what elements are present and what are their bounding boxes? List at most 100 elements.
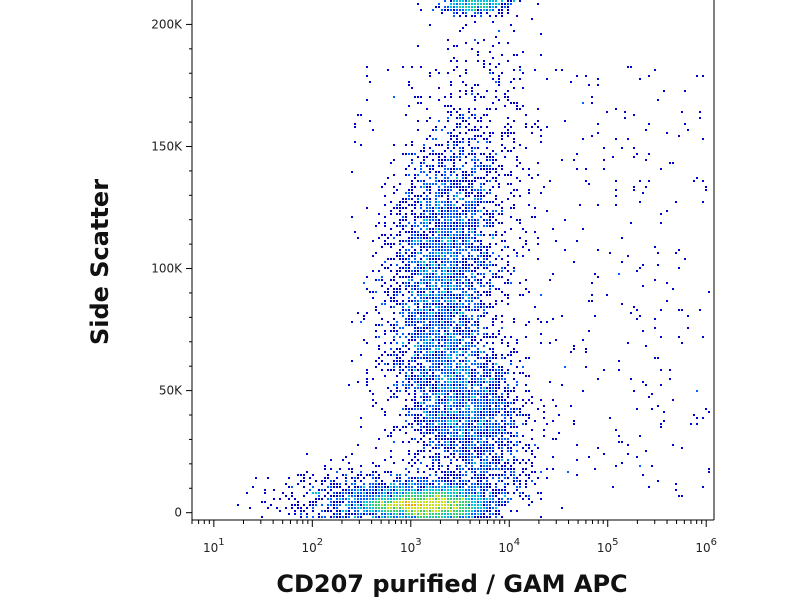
density-dot (459, 3, 461, 5)
density-dot (327, 507, 329, 509)
density-dot (459, 426, 461, 428)
density-dot (486, 408, 488, 410)
density-dot (375, 279, 377, 281)
density-dot (435, 306, 437, 308)
density-dot (429, 231, 431, 233)
density-dot (276, 507, 278, 509)
density-dot (396, 354, 398, 356)
density-dot (399, 498, 401, 500)
density-dot (378, 486, 380, 488)
density-dot (423, 183, 425, 185)
density-dot (495, 390, 497, 392)
density-dot (423, 303, 425, 305)
density-dot (432, 486, 434, 488)
density-dot (483, 291, 485, 293)
density-dot (465, 363, 467, 365)
density-dot (537, 243, 539, 245)
density-dot (483, 60, 485, 62)
density-dot (453, 345, 455, 347)
density-dot (480, 351, 482, 353)
density-dot (480, 363, 482, 365)
density-dot (456, 177, 458, 179)
density-dot (603, 147, 605, 149)
density-dot (498, 183, 500, 185)
density-dot (492, 495, 494, 497)
density-dot (447, 6, 449, 8)
density-dot (429, 342, 431, 344)
density-dot (414, 345, 416, 347)
density-dot (471, 276, 473, 278)
density-dot (414, 273, 416, 275)
y-axis-title: Side Scatter (86, 179, 114, 345)
density-dot (375, 492, 377, 494)
density-dot (471, 138, 473, 140)
density-dot (411, 438, 413, 440)
density-dot (447, 213, 449, 215)
density-dot (456, 414, 458, 416)
density-dot (330, 498, 332, 500)
density-dot (483, 234, 485, 236)
density-dot (402, 261, 404, 263)
density-dot (522, 72, 524, 74)
density-dot (384, 195, 386, 197)
density-dot (447, 330, 449, 332)
density-dot (453, 411, 455, 413)
density-dot (456, 273, 458, 275)
density-dot (459, 381, 461, 383)
y-tick-label: 100K (151, 262, 183, 276)
density-dot (474, 297, 476, 299)
density-dot (495, 396, 497, 398)
density-dot (456, 396, 458, 398)
density-dot (405, 192, 407, 194)
density-dot (411, 414, 413, 416)
density-dot (447, 510, 449, 512)
density-dot (387, 435, 389, 437)
density-dot (447, 429, 449, 431)
density-dot (453, 375, 455, 377)
density-dot (480, 183, 482, 185)
density-dot (444, 444, 446, 446)
density-dot (498, 459, 500, 461)
density-dot (456, 384, 458, 386)
density-dot (438, 513, 440, 515)
density-dot (405, 408, 407, 410)
density-dot (453, 381, 455, 383)
density-dot (453, 417, 455, 419)
density-dot (639, 201, 641, 203)
density-dot (462, 264, 464, 266)
density-dot (237, 504, 239, 506)
density-dot (450, 504, 452, 506)
density-dot (495, 15, 497, 17)
density-dot (423, 213, 425, 215)
density-dot (423, 315, 425, 317)
density-dot (489, 414, 491, 416)
density-dot (417, 459, 419, 461)
density-dot (402, 504, 404, 506)
density-dot (456, 417, 458, 419)
density-dot (453, 426, 455, 428)
density-dot (513, 249, 515, 251)
density-dot (444, 381, 446, 383)
density-dot (423, 237, 425, 239)
density-dot (456, 222, 458, 224)
density-dot (519, 360, 521, 362)
density-dot (474, 324, 476, 326)
density-dot (435, 471, 437, 473)
density-dot (459, 285, 461, 287)
density-dot (462, 336, 464, 338)
density-dot (375, 324, 377, 326)
density-dot (318, 489, 320, 491)
density-dot (486, 399, 488, 401)
density-dot (396, 189, 398, 191)
density-dot (429, 279, 431, 281)
density-dot (516, 486, 518, 488)
density-dot (393, 330, 395, 332)
density-dot (342, 495, 344, 497)
density-dot (459, 468, 461, 470)
density-dot (474, 489, 476, 491)
density-dot (447, 342, 449, 344)
density-dot (477, 492, 479, 494)
density-dot (453, 504, 455, 506)
density-dot (531, 501, 533, 503)
density-dot (459, 396, 461, 398)
